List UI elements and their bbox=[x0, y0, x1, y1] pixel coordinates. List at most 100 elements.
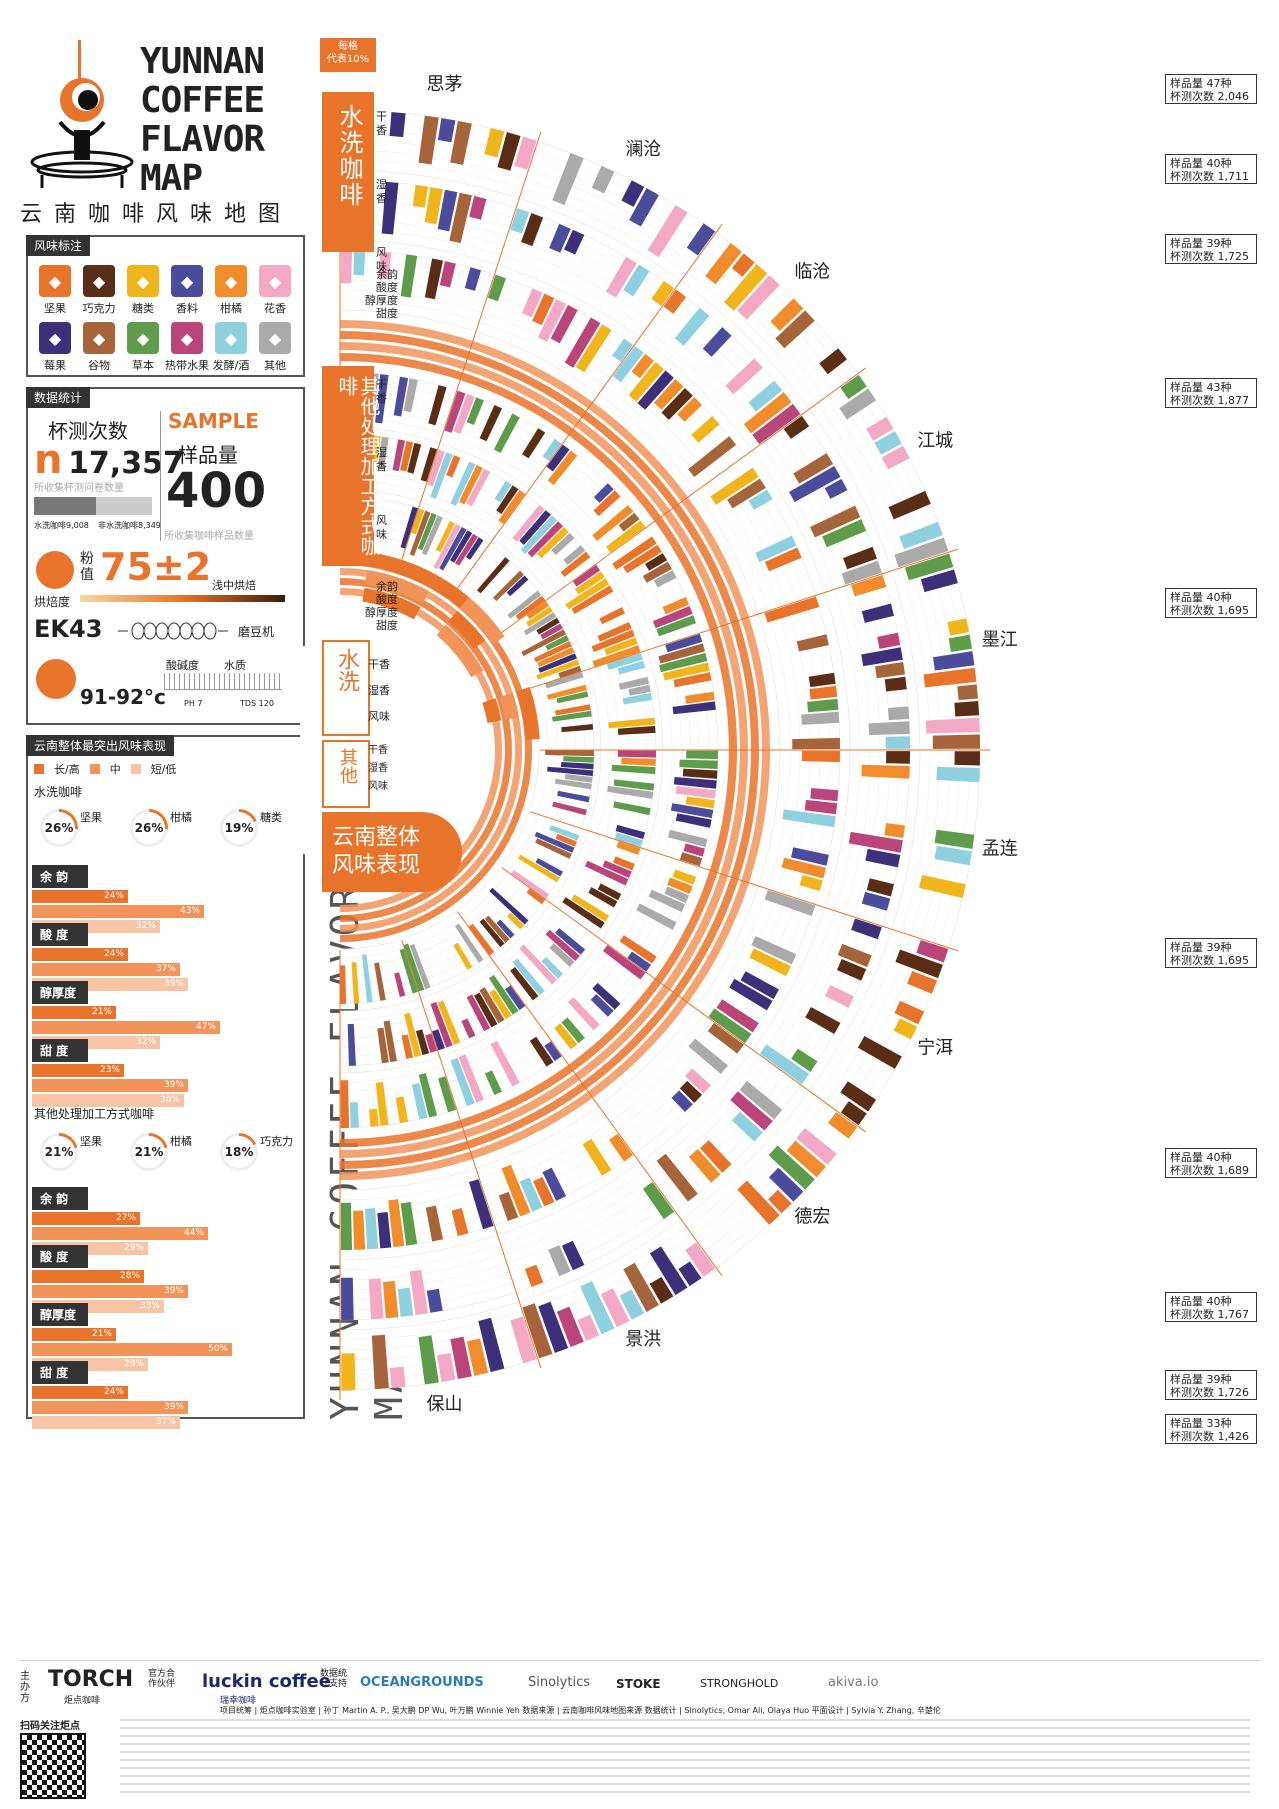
flavor-bar bbox=[426, 449, 445, 487]
flavor-bar bbox=[476, 557, 510, 594]
top-flavor-label: 糖类 bbox=[260, 811, 282, 824]
region-divider bbox=[501, 367, 867, 633]
footer-data-label: 数据统计支持 bbox=[320, 1669, 348, 1689]
flavor-bar bbox=[685, 796, 715, 809]
flavor-bar bbox=[614, 832, 643, 848]
flavor-bar bbox=[521, 288, 543, 318]
legend-item: ◆ 发酵/酒 bbox=[210, 322, 252, 373]
flavor-bar bbox=[731, 253, 755, 277]
flavor-bar bbox=[415, 1029, 430, 1056]
flavor-bar bbox=[613, 801, 651, 816]
flavor-bar bbox=[564, 229, 585, 255]
flavor-bar bbox=[534, 831, 575, 853]
center-wet: 湿香 bbox=[368, 684, 390, 697]
flavor-bar bbox=[662, 596, 689, 615]
attr-bar-value: 27% bbox=[115, 1213, 136, 1223]
flavor-bar bbox=[809, 685, 838, 700]
flavor-bar bbox=[799, 874, 823, 892]
flavor-bar bbox=[535, 838, 572, 859]
flavor-bar bbox=[810, 788, 839, 802]
attr-bar: 47% bbox=[32, 1021, 220, 1034]
flavor-bar bbox=[383, 1020, 397, 1063]
center-arc bbox=[448, 610, 486, 649]
center-other-rows: 干香 湿香 风味 bbox=[368, 742, 388, 796]
flavor-bar bbox=[629, 188, 659, 227]
flavor-bar bbox=[411, 508, 425, 535]
sinolytics-logo: Sinolytics bbox=[528, 1675, 590, 1690]
region-box: 样品量 39种 杯测次数 1,726 bbox=[1165, 1370, 1257, 1400]
attr-bar-value: 50% bbox=[207, 1344, 228, 1354]
flavor-bar bbox=[675, 813, 712, 828]
flavor-bar bbox=[349, 1102, 360, 1128]
roast-note: 浅中烘焙 bbox=[212, 579, 256, 592]
flavor-bar bbox=[533, 1176, 555, 1207]
title-line-3: FLAVOR bbox=[140, 119, 265, 160]
flavor-bar bbox=[748, 489, 773, 510]
flavor-bar bbox=[605, 520, 646, 553]
flavor-bar bbox=[479, 918, 505, 948]
flavor-bar bbox=[340, 1080, 350, 1128]
flavor-bar bbox=[600, 1288, 630, 1328]
title-cn: 云南咖啡风味地图 bbox=[20, 202, 293, 227]
flavor-bar bbox=[708, 1008, 752, 1044]
overall-legend: 长/高 中 短/低 bbox=[34, 761, 176, 777]
flavor-bar bbox=[409, 1269, 429, 1315]
flavor-bar bbox=[612, 536, 657, 570]
center-washed-block: 水洗 bbox=[322, 640, 370, 736]
attr-bar-value: 21% bbox=[91, 1329, 112, 1339]
berry-icon: ◆ bbox=[39, 322, 71, 354]
attr-bar-title: 甜 度 bbox=[32, 1361, 88, 1384]
flavor-bar bbox=[725, 358, 763, 395]
flavor-bar bbox=[556, 1306, 584, 1348]
flavor-bar bbox=[727, 478, 766, 509]
flavor-bar bbox=[894, 1000, 925, 1025]
flavor-bar bbox=[683, 843, 705, 857]
torch-logo: TORCH bbox=[48, 1667, 134, 1692]
flavor-bar bbox=[377, 1212, 392, 1249]
flavor-bar bbox=[518, 854, 560, 883]
region-cups: 杯测次数 1,426 bbox=[1170, 1430, 1249, 1443]
attr-bar: 50% bbox=[32, 1343, 232, 1356]
flavor-bar bbox=[519, 944, 558, 985]
region-name: 宁洱 bbox=[917, 1037, 953, 1058]
flavor-bar bbox=[400, 1201, 418, 1246]
flavor-bar bbox=[545, 635, 570, 651]
flavor-bar bbox=[807, 698, 839, 713]
region-name: 孟连 bbox=[982, 838, 1018, 859]
flavor-bar bbox=[954, 701, 980, 717]
flavor-bar bbox=[791, 1048, 818, 1072]
flavor-bar bbox=[484, 127, 505, 158]
flavor-bar bbox=[341, 1353, 356, 1390]
center-dry-2: 干香 bbox=[368, 745, 388, 756]
water-icon bbox=[36, 659, 76, 699]
attr-bar-value: 28% bbox=[119, 1271, 140, 1281]
flavor-bar bbox=[498, 489, 526, 525]
region-divider bbox=[401, 131, 542, 560]
flavor-bar bbox=[536, 659, 580, 680]
flavor-bar bbox=[801, 711, 840, 725]
flavor-bar bbox=[469, 196, 487, 220]
attr-bar: 24% bbox=[32, 1386, 128, 1399]
top-flavor-ring: 19% bbox=[220, 809, 258, 847]
flavor-bar bbox=[489, 989, 512, 1020]
legend-item: ◆ 糖类 bbox=[122, 265, 164, 316]
flavor-bar bbox=[557, 790, 590, 803]
powder-value: 75±2 bbox=[100, 545, 212, 589]
flavor-bar bbox=[749, 948, 791, 977]
attr-bar-block: 醇厚度 21% 47% 32% bbox=[32, 981, 292, 1049]
flavor-bar bbox=[522, 1303, 553, 1359]
flavor-bar bbox=[672, 701, 716, 715]
attr-acidity-2: 酸度 bbox=[376, 593, 398, 606]
flavor-bar bbox=[437, 1000, 461, 1045]
flavor-bar bbox=[613, 856, 635, 871]
scan-label: 扫码关注炬点 bbox=[20, 1721, 80, 1732]
flavor-bar bbox=[444, 390, 466, 433]
flavor-bar bbox=[759, 1044, 810, 1085]
flavor-bar bbox=[590, 994, 614, 1017]
other-title: 其他处理加工方式咖啡 bbox=[34, 1107, 155, 1121]
flavor-bar bbox=[840, 374, 867, 400]
flavor-bar bbox=[602, 860, 632, 878]
flavor-bar bbox=[510, 966, 539, 1001]
flavor-bar bbox=[764, 596, 820, 623]
region-name: 保山 bbox=[426, 1394, 462, 1415]
